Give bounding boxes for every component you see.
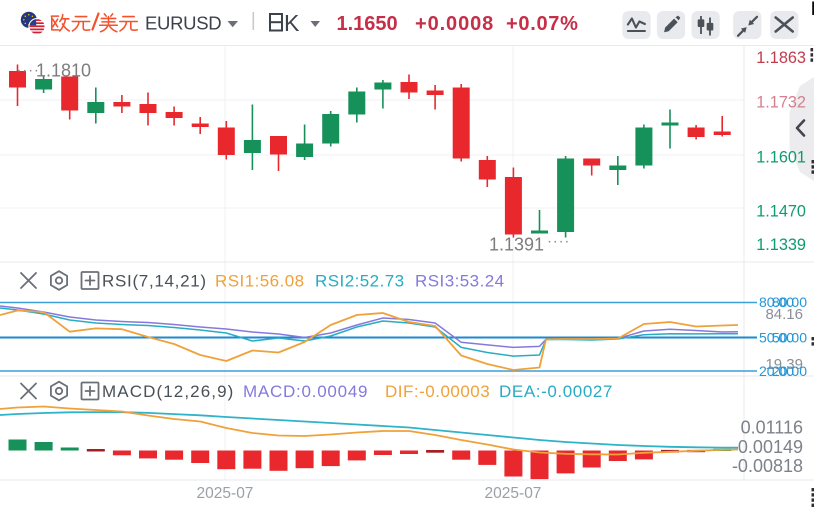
svg-text:RSI1:56.08: RSI1:56.08 [215,272,305,291]
svg-text:1.1391: 1.1391 [489,235,544,255]
svg-text:1.1810: 1.1810 [36,61,91,81]
svg-text:DEA:-0.00027: DEA:-0.00027 [499,382,613,401]
svg-text:-0.00818: -0.00818 [732,456,803,476]
svg-text:RSI3:53.24: RSI3:53.24 [415,272,505,291]
svg-text:84.16: 84.16 [765,306,803,323]
svg-text:2025-07: 2025-07 [485,485,542,502]
svg-text:MACD:0.00049: MACD:0.00049 [243,382,368,401]
svg-text:1.1863: 1.1863 [756,49,806,67]
svg-text:RSI2:52.73: RSI2:52.73 [315,272,405,291]
svg-text:0.01116: 0.01116 [741,417,803,437]
svg-text:MACD(12,26,9): MACD(12,26,9) [102,382,234,401]
svg-text:1.1732: 1.1732 [756,94,806,112]
svg-text:1.1470: 1.1470 [756,203,806,221]
svg-text:1.1601: 1.1601 [756,149,806,167]
svg-text:20.00: 20.00 [772,363,807,379]
svg-text:K: K [284,10,300,36]
svg-text:····: ···· [17,62,40,79]
svg-text:0.00149: 0.00149 [738,437,803,457]
svg-text:+0.0008: +0.0008 [415,13,494,35]
svg-text:+0.07%: +0.07% [506,13,579,35]
svg-text:50.00: 50.00 [772,329,807,345]
svg-text:····: ···· [547,233,570,250]
svg-text:DIF:-0.00003: DIF:-0.00003 [385,382,490,401]
svg-text:EURUSD: EURUSD [145,13,221,34]
svg-text:RSI(7,14,21): RSI(7,14,21) [102,272,207,291]
svg-text:1.1339: 1.1339 [756,236,806,254]
svg-text:1.1650: 1.1650 [337,13,398,35]
svg-text:2025-07: 2025-07 [197,485,254,502]
